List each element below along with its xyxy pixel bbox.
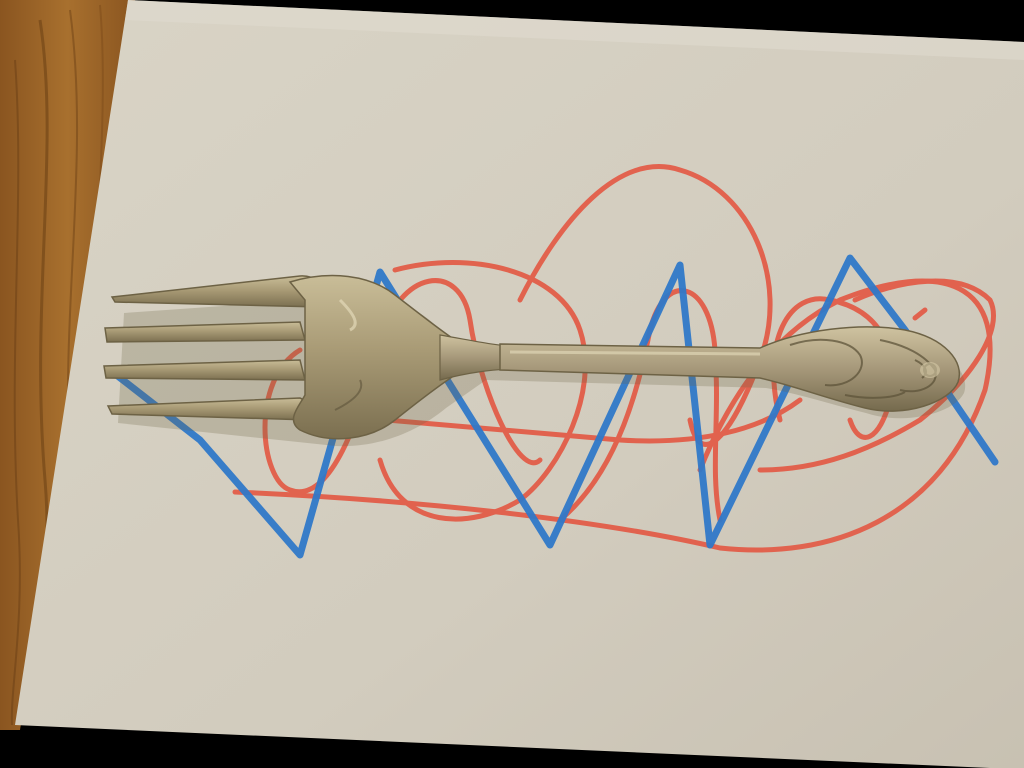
blue-zigzag	[106, 254, 999, 559]
paper-sheet	[15, 0, 1024, 768]
fork	[103, 274, 966, 447]
fork-handle	[499, 326, 961, 412]
fork-head	[288, 274, 456, 440]
fork-tines	[103, 275, 326, 421]
